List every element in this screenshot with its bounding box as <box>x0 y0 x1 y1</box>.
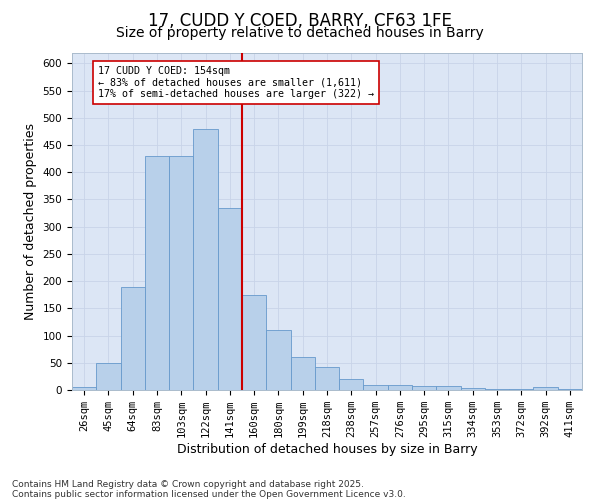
Bar <box>193 128 218 390</box>
Bar <box>266 330 290 390</box>
Bar <box>461 388 485 390</box>
Bar <box>96 363 121 390</box>
Bar <box>145 156 169 390</box>
Text: 17, CUDD Y COED, BARRY, CF63 1FE: 17, CUDD Y COED, BARRY, CF63 1FE <box>148 12 452 30</box>
Text: 17 CUDD Y COED: 154sqm
← 83% of detached houses are smaller (1,611)
17% of semi-: 17 CUDD Y COED: 154sqm ← 83% of detached… <box>97 66 373 100</box>
Bar <box>242 294 266 390</box>
Bar <box>121 286 145 390</box>
Bar <box>436 386 461 390</box>
Y-axis label: Number of detached properties: Number of detached properties <box>24 122 37 320</box>
Text: Size of property relative to detached houses in Barry: Size of property relative to detached ho… <box>116 26 484 40</box>
Bar <box>315 367 339 390</box>
Bar <box>533 388 558 390</box>
Bar <box>364 384 388 390</box>
Text: Contains HM Land Registry data © Crown copyright and database right 2025.
Contai: Contains HM Land Registry data © Crown c… <box>12 480 406 499</box>
Bar <box>509 389 533 390</box>
Bar <box>218 208 242 390</box>
Bar <box>558 389 582 390</box>
Bar <box>388 384 412 390</box>
Bar <box>72 388 96 390</box>
Bar <box>339 379 364 390</box>
X-axis label: Distribution of detached houses by size in Barry: Distribution of detached houses by size … <box>176 443 478 456</box>
Bar <box>412 386 436 390</box>
Bar <box>485 389 509 390</box>
Bar <box>169 156 193 390</box>
Bar <box>290 358 315 390</box>
